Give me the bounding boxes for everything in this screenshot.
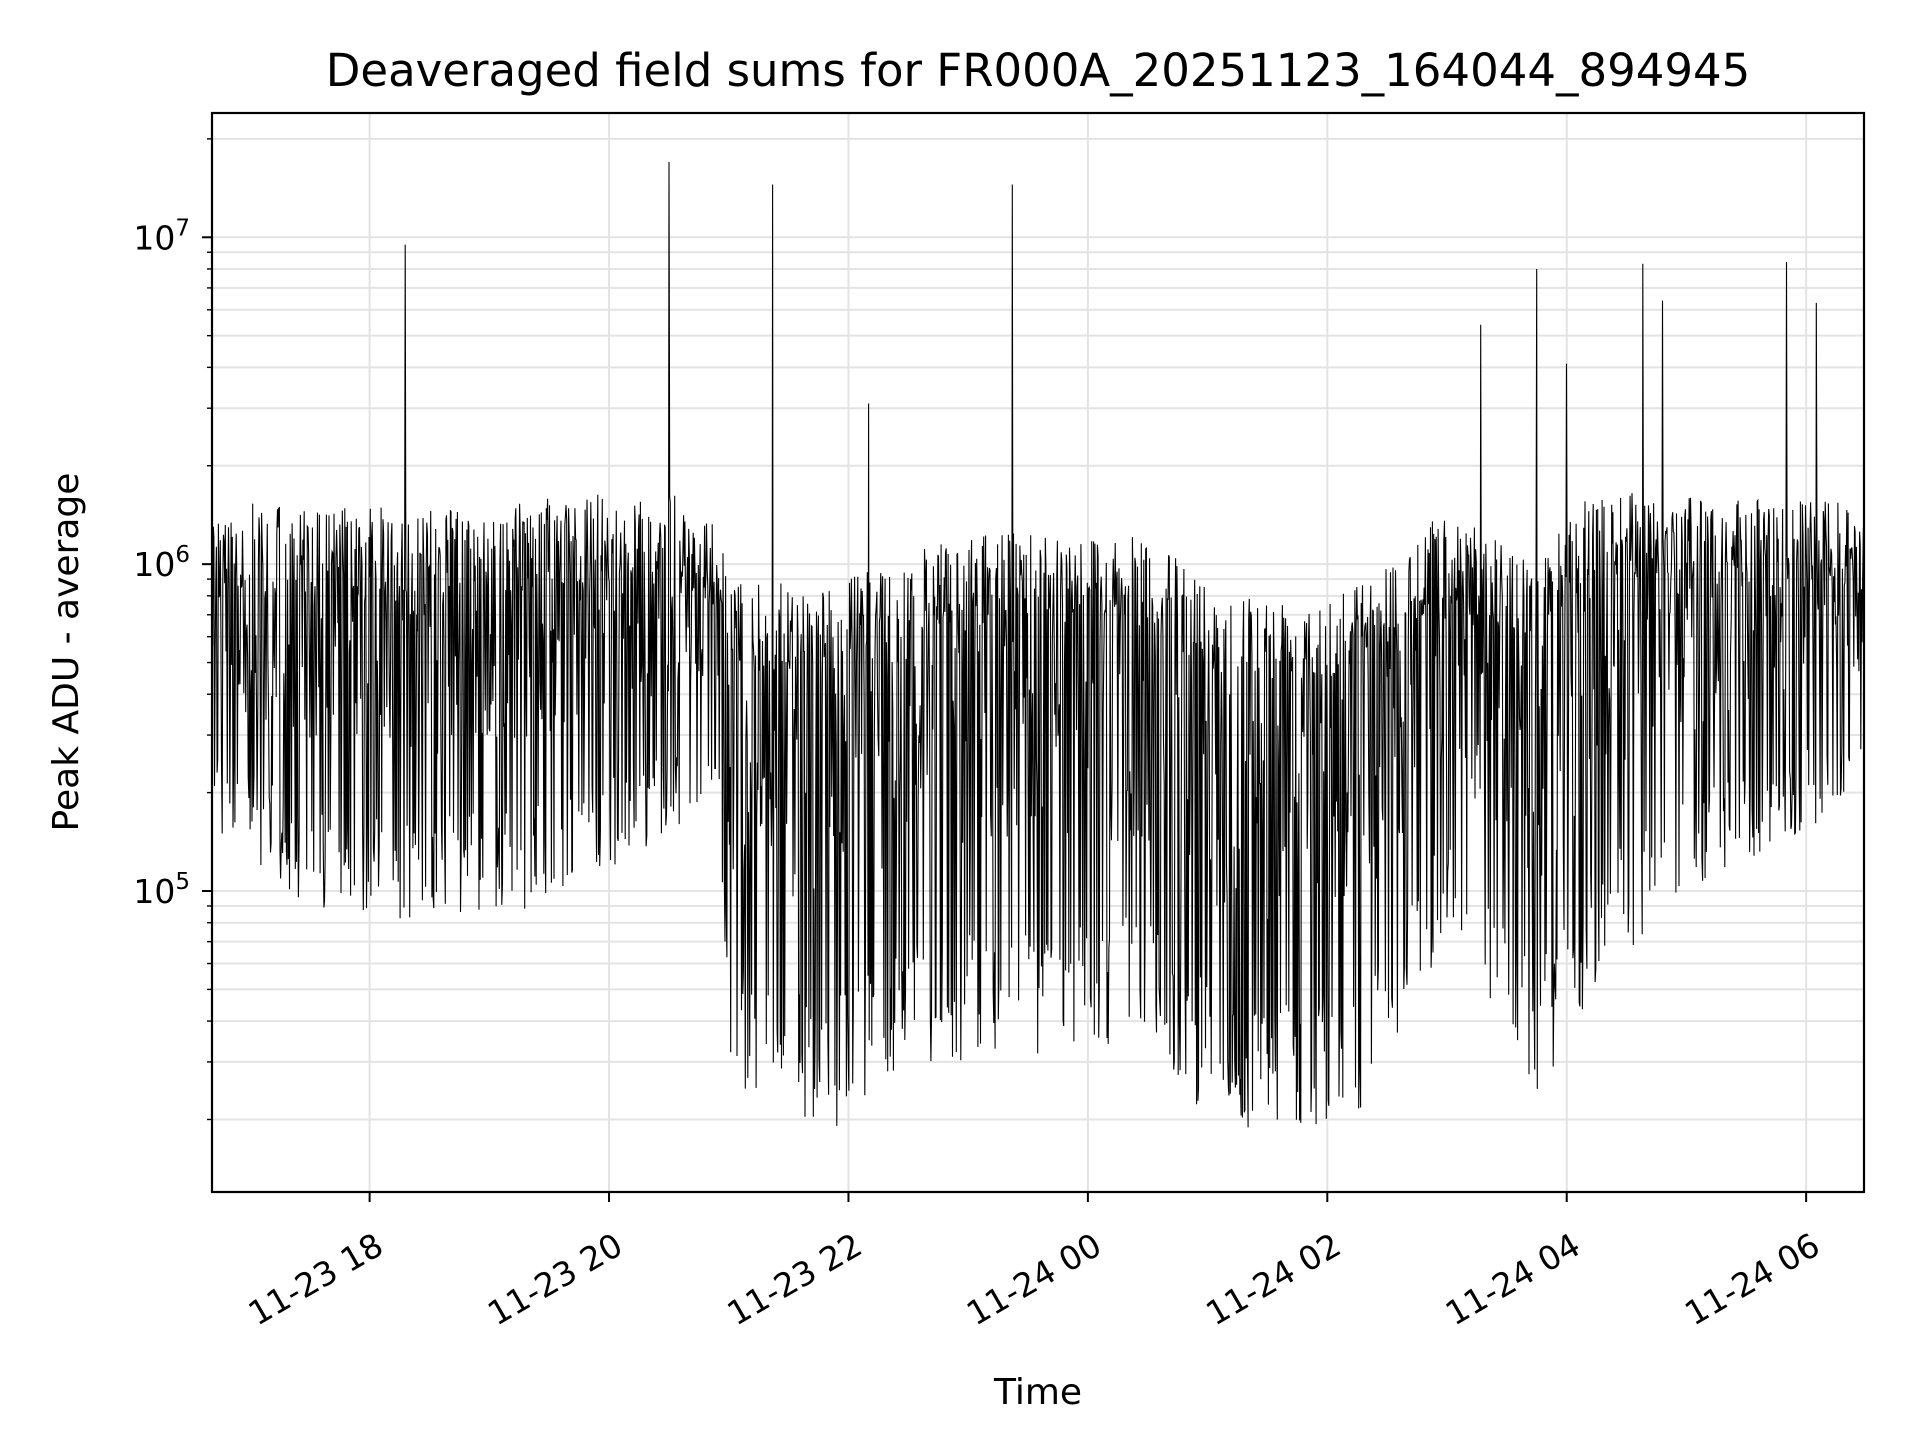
plot-area-frame [210, 111, 1866, 1194]
series-line [211, 161, 1865, 1128]
y-tick-label: 106 [133, 542, 190, 584]
y-axis-label: Peak ADU - average [46, 473, 87, 832]
y-axis: 105 106 107 [133, 138, 212, 1121]
y-tick-label: 105 [133, 869, 190, 911]
x-axis-label: Time [993, 1372, 1082, 1413]
chart-title: Deaveraged field sums for FR000A_2025112… [326, 44, 1751, 97]
y-tick-label: 107 [133, 215, 190, 257]
data-trace [211, 161, 1865, 1128]
